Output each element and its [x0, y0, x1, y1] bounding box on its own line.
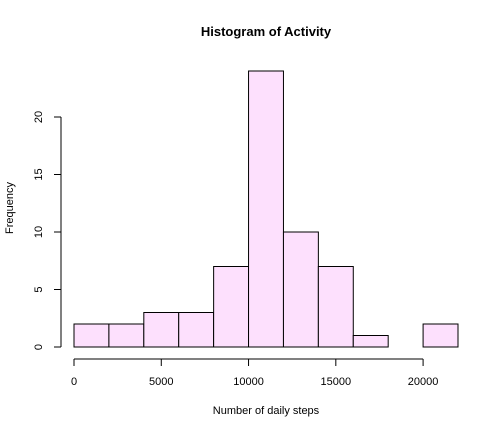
- y-axis: 0 5 10 15 20: [33, 111, 62, 350]
- x-tick-label-20000: 20000: [408, 376, 439, 388]
- histogram-bar-0: [73, 323, 110, 348]
- histogram-bar-10: [422, 323, 459, 348]
- x-tick-label-0: 0: [71, 376, 77, 388]
- x-axis: 0 5000 10000 15000 20000: [71, 358, 439, 388]
- y-tick-label-5: 5: [33, 286, 45, 292]
- x-axis-label: Number of daily steps: [213, 405, 320, 417]
- bars-group: [73, 70, 459, 348]
- histogram-bar-6: [282, 231, 319, 348]
- histogram-bar-7: [317, 266, 354, 348]
- histogram-bar-3: [178, 312, 215, 348]
- x-tick-label-5000: 5000: [149, 376, 173, 388]
- histogram-bar-5: [248, 70, 284, 348]
- y-axis-label: Frequency: [4, 182, 16, 234]
- y-tick-label-15: 15: [33, 168, 45, 180]
- x-tick-label-10000: 10000: [233, 376, 264, 388]
- histogram-bar-8: [352, 335, 389, 348]
- histogram-bar-1: [108, 323, 145, 348]
- y-tick-label-20: 20: [33, 111, 45, 123]
- x-tick-label-15000: 15000: [321, 376, 352, 388]
- y-tick-label-0: 0: [33, 344, 45, 350]
- histogram-bar-2: [143, 312, 180, 348]
- histogram-bar-4: [213, 266, 250, 348]
- chart-title: Histogram of Activity: [201, 24, 332, 39]
- y-tick-label-10: 10: [33, 226, 45, 238]
